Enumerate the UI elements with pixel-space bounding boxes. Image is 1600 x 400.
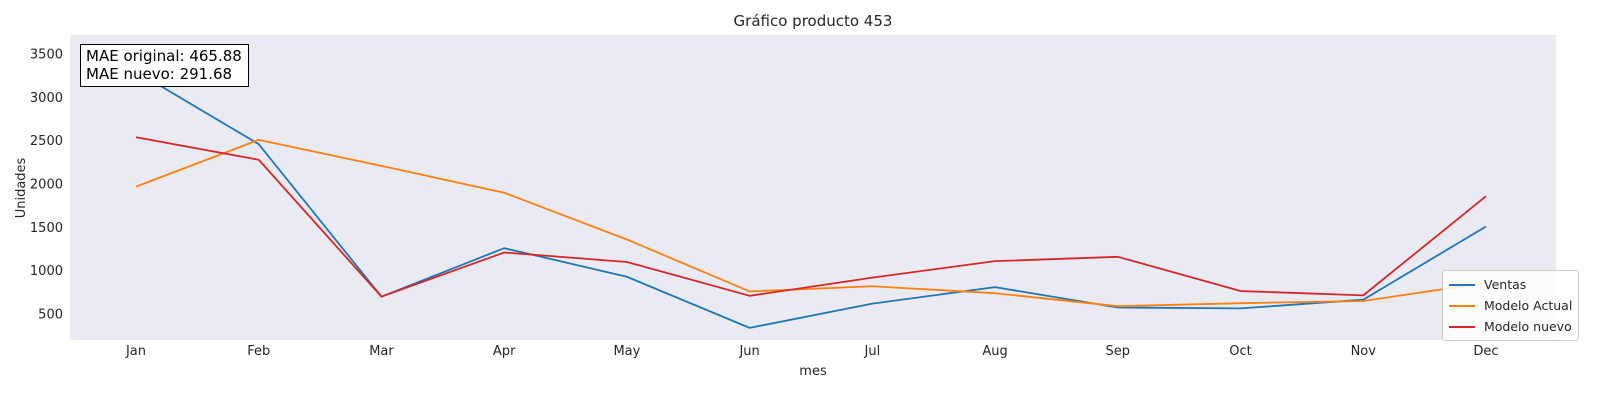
mae-original-text: MAE original: 465.88 [86, 47, 242, 65]
chart-title: Gráfico producto 453 [734, 12, 893, 30]
legend-swatch-ventas [1449, 283, 1475, 286]
x-tick-jul: Jul [864, 344, 881, 359]
mae-annotation-box: MAE original: 465.88 MAE nuevo: 291.68 [80, 44, 249, 87]
y-axis-label: Unidades [14, 157, 29, 218]
mae-nuevo-text: MAE nuevo: 291.68 [86, 65, 233, 83]
x-tick-aug: Aug [982, 344, 1007, 359]
x-tick-mar: Mar [369, 344, 394, 359]
x-tick-jan: Jan [125, 344, 146, 359]
legend-item-modelo-actual: Modelo Actual [1449, 295, 1572, 316]
x-tick-nov: Nov [1351, 344, 1377, 359]
legend: Ventas Modelo Actual Modelo nuevo [1442, 270, 1580, 341]
y-tick-labels: 500 1000 1500 2000 2500 3000 3500 [30, 48, 63, 323]
legend-swatch-modelo-actual [1449, 304, 1475, 307]
series-lines [135, 70, 1487, 329]
series-line-modelo-actual [135, 138, 1487, 308]
y-tick-3000: 3000 [30, 91, 63, 106]
legend-label-modelo-nuevo: Modelo nuevo [1484, 319, 1572, 334]
x-tick-labels: Jan Feb Mar Apr May Jun Jul Aug Sep Oct Nov Dec [125, 344, 1499, 359]
y-tick-3500: 3500 [30, 48, 63, 63]
series-line-ventas [135, 70, 1487, 329]
legend-label-modelo-actual: Modelo Actual [1484, 298, 1573, 313]
legend-label-ventas: Ventas [1484, 277, 1527, 292]
series-line-modelo-nuevo [135, 136, 1487, 298]
y-tick-500: 500 [38, 308, 63, 323]
x-tick-dec: Dec [1473, 344, 1498, 359]
x-tick-sep: Sep [1106, 344, 1131, 359]
x-tick-jun: Jun [738, 344, 759, 359]
legend-swatch-modelo-nuevo [1449, 325, 1475, 328]
legend-item-ventas: Ventas [1449, 274, 1572, 295]
x-tick-feb: Feb [247, 344, 270, 359]
x-tick-may: May [613, 344, 640, 359]
legend-item-modelo-nuevo: Modelo nuevo [1449, 316, 1572, 337]
x-tick-apr: Apr [493, 344, 516, 359]
x-tick-oct: Oct [1229, 344, 1251, 359]
y-tick-2500: 2500 [30, 134, 63, 149]
y-tick-1000: 1000 [30, 264, 63, 279]
y-tick-2000: 2000 [30, 178, 63, 193]
x-axis-label: mes [799, 364, 827, 379]
y-tick-1500: 1500 [30, 221, 63, 236]
